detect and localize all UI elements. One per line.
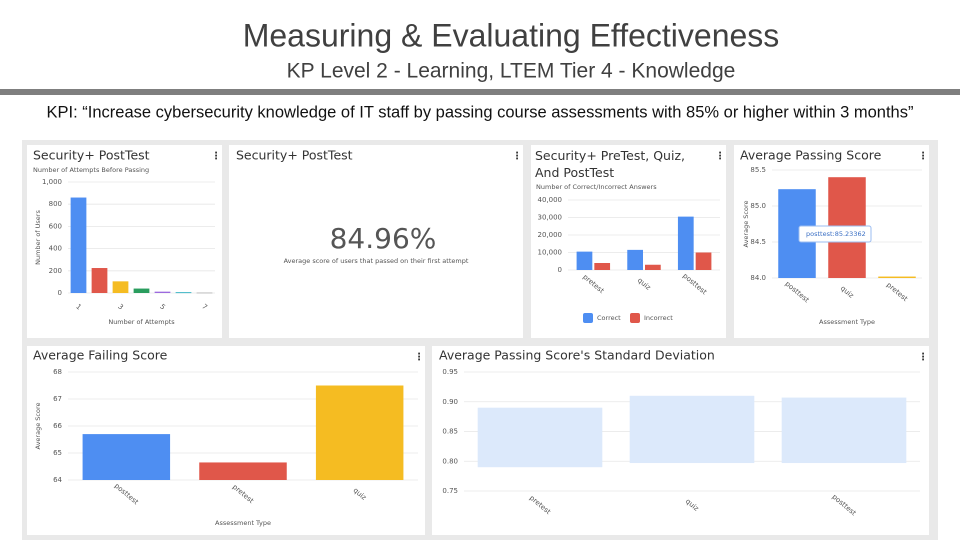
legend-label: Incorrect <box>644 314 673 322</box>
legend-label: Correct <box>597 314 621 322</box>
y-tick-label: 200 <box>49 267 62 275</box>
scorecard-title: Security+ PostTest <box>236 148 353 163</box>
y-tick-label: 30,000 <box>538 214 563 222</box>
bar <box>82 434 171 480</box>
y-tick-label: 0.85 <box>442 428 458 436</box>
bar <box>594 263 611 270</box>
svg-text:⋮: ⋮ <box>211 151 221 162</box>
x-tick-label: 3 <box>116 302 125 311</box>
y-tick-label: 66 <box>53 422 62 430</box>
range-bar <box>477 407 603 468</box>
bar <box>878 276 916 278</box>
y-tick-label: 400 <box>49 245 62 253</box>
x-axis-label: Number of Attempts <box>108 318 175 326</box>
bar <box>154 291 171 293</box>
chart-title: Security+ PostTest <box>33 148 150 163</box>
bar <box>576 251 593 270</box>
scorecard-value: 84.96% <box>330 222 437 255</box>
y-tick-label: 65 <box>53 449 62 457</box>
tooltip-box <box>798 225 872 243</box>
y-tick-label: 0 <box>558 266 562 274</box>
y-tick-label: 85.0 <box>750 202 766 210</box>
y-tick-label: 0.90 <box>442 398 458 406</box>
chart-subtitle: Number of Attempts Before Passing <box>33 166 149 174</box>
chart-title: Average Passing Score <box>740 148 882 163</box>
y-tick-label: 0.95 <box>442 368 458 376</box>
svg-text:⋮: ⋮ <box>918 352 928 363</box>
y-axis-label: Number of Users <box>34 210 42 265</box>
panel <box>229 145 523 338</box>
x-axis-label: Assessment Type <box>819 318 875 326</box>
chart-subtitle: Number of Correct/Incorrect Answers <box>536 183 657 191</box>
y-tick-label: 84.0 <box>750 274 766 282</box>
y-tick-label: 800 <box>49 200 62 208</box>
bar <box>645 264 661 270</box>
bar <box>627 249 643 270</box>
y-tick-label: 10,000 <box>538 249 563 257</box>
slide-subtitle: KP Level 2 - Learning, LTEM Tier 4 - Kno… <box>287 60 736 83</box>
y-tick-label: 20,000 <box>538 231 563 239</box>
bar <box>70 197 87 293</box>
y-tick-label: 40,000 <box>538 196 563 204</box>
kpi-text: KPI: “Increase cybersecurity knowledge o… <box>47 103 914 121</box>
chart-title: Average Passing Score's Standard Deviati… <box>439 348 715 363</box>
slide-title: Measuring & Evaluating Effectiveness <box>243 17 780 53</box>
y-tick-label: 64 <box>53 476 62 484</box>
y-tick-label: 1,000 <box>42 178 62 186</box>
y-tick-label: 84.5 <box>750 238 766 246</box>
legend-swatch <box>583 313 593 323</box>
scorecard-caption: Average score of users that passed on th… <box>284 257 469 265</box>
y-tick-label: 85.5 <box>750 166 766 174</box>
y-tick-label: 0.80 <box>442 457 458 465</box>
svg-text:⋮: ⋮ <box>512 151 522 162</box>
bar <box>133 288 150 293</box>
x-tick-label: 5 <box>158 302 167 311</box>
bar <box>695 252 712 270</box>
bar <box>91 268 108 293</box>
svg-text:⋮: ⋮ <box>918 151 928 162</box>
bar <box>196 292 213 294</box>
x-axis-label: Assessment Type <box>215 519 271 527</box>
y-tick-label: 600 <box>49 222 62 230</box>
chart-title-box: Security+ PreTest, Quiz, And PostTest <box>535 148 685 180</box>
tooltip: posttest:85.23362 <box>806 230 866 238</box>
range-bar <box>629 395 755 464</box>
bar <box>677 216 694 270</box>
y-axis-label: Average Score <box>34 403 42 450</box>
svg-text:⋮: ⋮ <box>715 151 725 162</box>
bar <box>199 462 287 480</box>
y-axis-label: Average Score <box>742 201 750 248</box>
y-tick-label: 0 <box>58 289 62 297</box>
panel <box>27 145 222 338</box>
svg-text:⋮: ⋮ <box>414 352 424 363</box>
menu-icons: ⋮ ⋮ ⋮ ⋮ ⋮ ⋮ <box>211 151 928 363</box>
bar <box>175 292 192 294</box>
x-tick-label: 1 <box>74 302 83 311</box>
x-tick-label: 7 <box>200 302 209 311</box>
legend-swatch <box>630 313 640 323</box>
y-tick-label: 67 <box>53 395 62 403</box>
bar <box>112 281 129 293</box>
bar <box>315 385 404 480</box>
y-tick-label: 0.75 <box>442 487 458 495</box>
chart-title: Average Failing Score <box>33 348 168 363</box>
chart-title: Security+ PreTest, Quiz, And PostTest <box>535 148 685 180</box>
range-bar <box>781 397 907 464</box>
y-tick-label: 68 <box>53 368 62 376</box>
divider <box>0 89 960 95</box>
